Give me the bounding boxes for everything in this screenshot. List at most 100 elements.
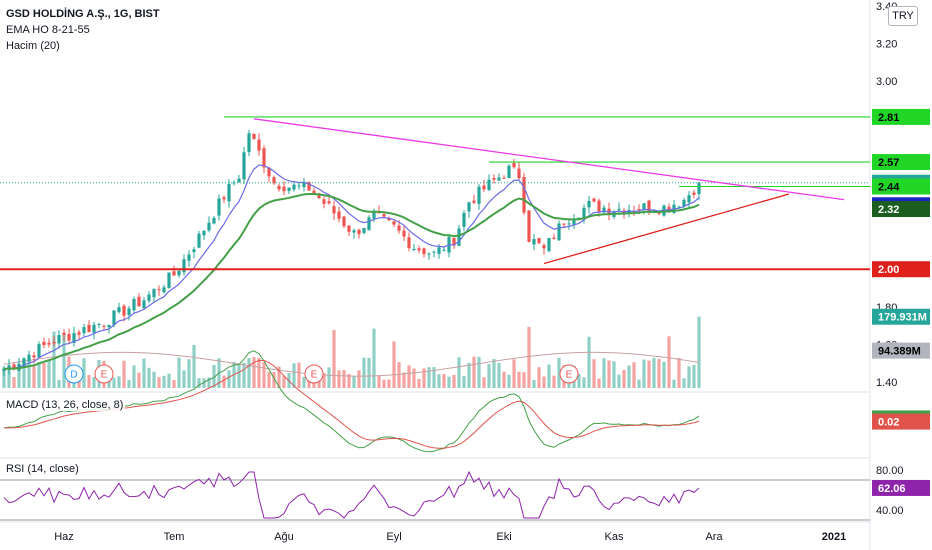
- volume-bar: [362, 357, 366, 388]
- volume-bar: [247, 357, 251, 388]
- volume-bar: [467, 362, 471, 388]
- volume-legend[interactable]: Hacim (20): [6, 40, 60, 52]
- volume-bar: [492, 359, 496, 388]
- candle-body: [552, 237, 556, 239]
- volume-bar: [457, 357, 461, 388]
- ema-fast-line: [3, 164, 700, 370]
- volume-bar: [602, 358, 606, 388]
- time-tick: Eyl: [386, 531, 401, 543]
- volume-bar: [677, 358, 681, 388]
- volume-bar: [202, 378, 206, 388]
- candle-body: [282, 186, 286, 192]
- volume-bar: [377, 375, 381, 388]
- rsi-tag-bg: [872, 479, 930, 496]
- rsi-legend[interactable]: RSI (14, close): [4, 463, 81, 475]
- price-tag: 2.44: [878, 181, 900, 193]
- candle-body: [407, 237, 411, 249]
- candle-body: [462, 212, 466, 227]
- rsi-tick: 80.00: [876, 465, 904, 477]
- candle-body: [532, 238, 536, 245]
- candle-body: [467, 202, 471, 212]
- volume-bar: [322, 373, 326, 388]
- candle-body: [497, 177, 501, 181]
- candle-body: [382, 214, 386, 217]
- volume-bar: [507, 374, 511, 388]
- volume-bar: [627, 365, 631, 388]
- volume-bar: [402, 372, 406, 388]
- volume-bar: [37, 362, 41, 388]
- volume-bar: [612, 361, 616, 388]
- volume-ma-line: [3, 351, 700, 377]
- volume-bar: [487, 364, 491, 388]
- candle-body: [577, 217, 581, 219]
- volume-bar: [292, 363, 296, 388]
- volume-bar: [302, 376, 306, 388]
- candle-body: [247, 133, 251, 153]
- currency-button[interactable]: TRY: [888, 6, 918, 26]
- volume-bar: [527, 326, 531, 388]
- volume-bar: [262, 362, 266, 388]
- volume-bar: [417, 378, 421, 388]
- candle-body: [222, 197, 226, 200]
- indicator-lines: [0, 116, 870, 370]
- candle-body: [677, 206, 681, 208]
- volume-bar: [12, 377, 16, 388]
- candle-body: [42, 341, 46, 346]
- time-tick: 2021: [822, 531, 846, 543]
- candle-body: [667, 206, 671, 211]
- volume-bar: [242, 362, 246, 388]
- candle-body: [342, 216, 346, 227]
- symbol-title[interactable]: GSD HOLDİNG A.Ş., 1G, BIST: [6, 8, 160, 20]
- volume-bar: [167, 373, 171, 388]
- candle-body: [522, 177, 526, 213]
- candle-body: [292, 184, 296, 190]
- grid: [0, 0, 871, 550]
- ema-legend[interactable]: EMA HO 8-21-55: [6, 24, 90, 36]
- macd-legend[interactable]: MACD (13, 26, close, 8): [4, 399, 126, 411]
- candle-body: [297, 185, 301, 187]
- candle-body: [537, 238, 541, 244]
- time-tick: Kas: [605, 531, 624, 543]
- signal-tag: 0.02: [878, 417, 899, 429]
- candle-body: [507, 165, 511, 179]
- candle-body: [687, 195, 691, 203]
- candle-body: [452, 237, 456, 246]
- volume-bar: [642, 359, 646, 388]
- rsi-tick: 40.00: [876, 505, 904, 517]
- price-tag: 2.32: [878, 204, 899, 216]
- volume-bar: [197, 378, 201, 388]
- rsi-line: [3, 470, 700, 519]
- candle-body: [182, 259, 186, 273]
- volume-bar: [387, 379, 391, 388]
- candle-body: [142, 300, 146, 309]
- time-tick: Ara: [705, 531, 723, 543]
- candle-body: [597, 200, 601, 212]
- volume-bar: [92, 376, 96, 388]
- candle-body: [262, 148, 266, 168]
- volume-bar: [257, 357, 261, 388]
- candle-body: [647, 200, 651, 212]
- volume-bar: [552, 375, 556, 388]
- candle-body: [437, 247, 441, 254]
- candle-body: [137, 296, 141, 307]
- candle-body: [312, 190, 316, 195]
- candle-body: [87, 324, 91, 332]
- candle-body: [392, 221, 396, 225]
- volume-bar: [227, 370, 231, 388]
- volume-bar: [587, 336, 591, 388]
- volume-bar: [697, 316, 701, 388]
- volume-bar: [177, 357, 181, 388]
- candle-body: [157, 289, 161, 291]
- candle-body: [502, 177, 506, 179]
- candle-body: [62, 332, 66, 335]
- candle-body: [477, 186, 481, 204]
- rsi-pane: [0, 470, 870, 521]
- candle-body: [267, 167, 271, 177]
- candle-body: [107, 324, 111, 328]
- candle-body: [277, 185, 281, 190]
- candle-body: [557, 223, 561, 241]
- volume-bar: [597, 378, 601, 388]
- candle-body: [237, 178, 241, 183]
